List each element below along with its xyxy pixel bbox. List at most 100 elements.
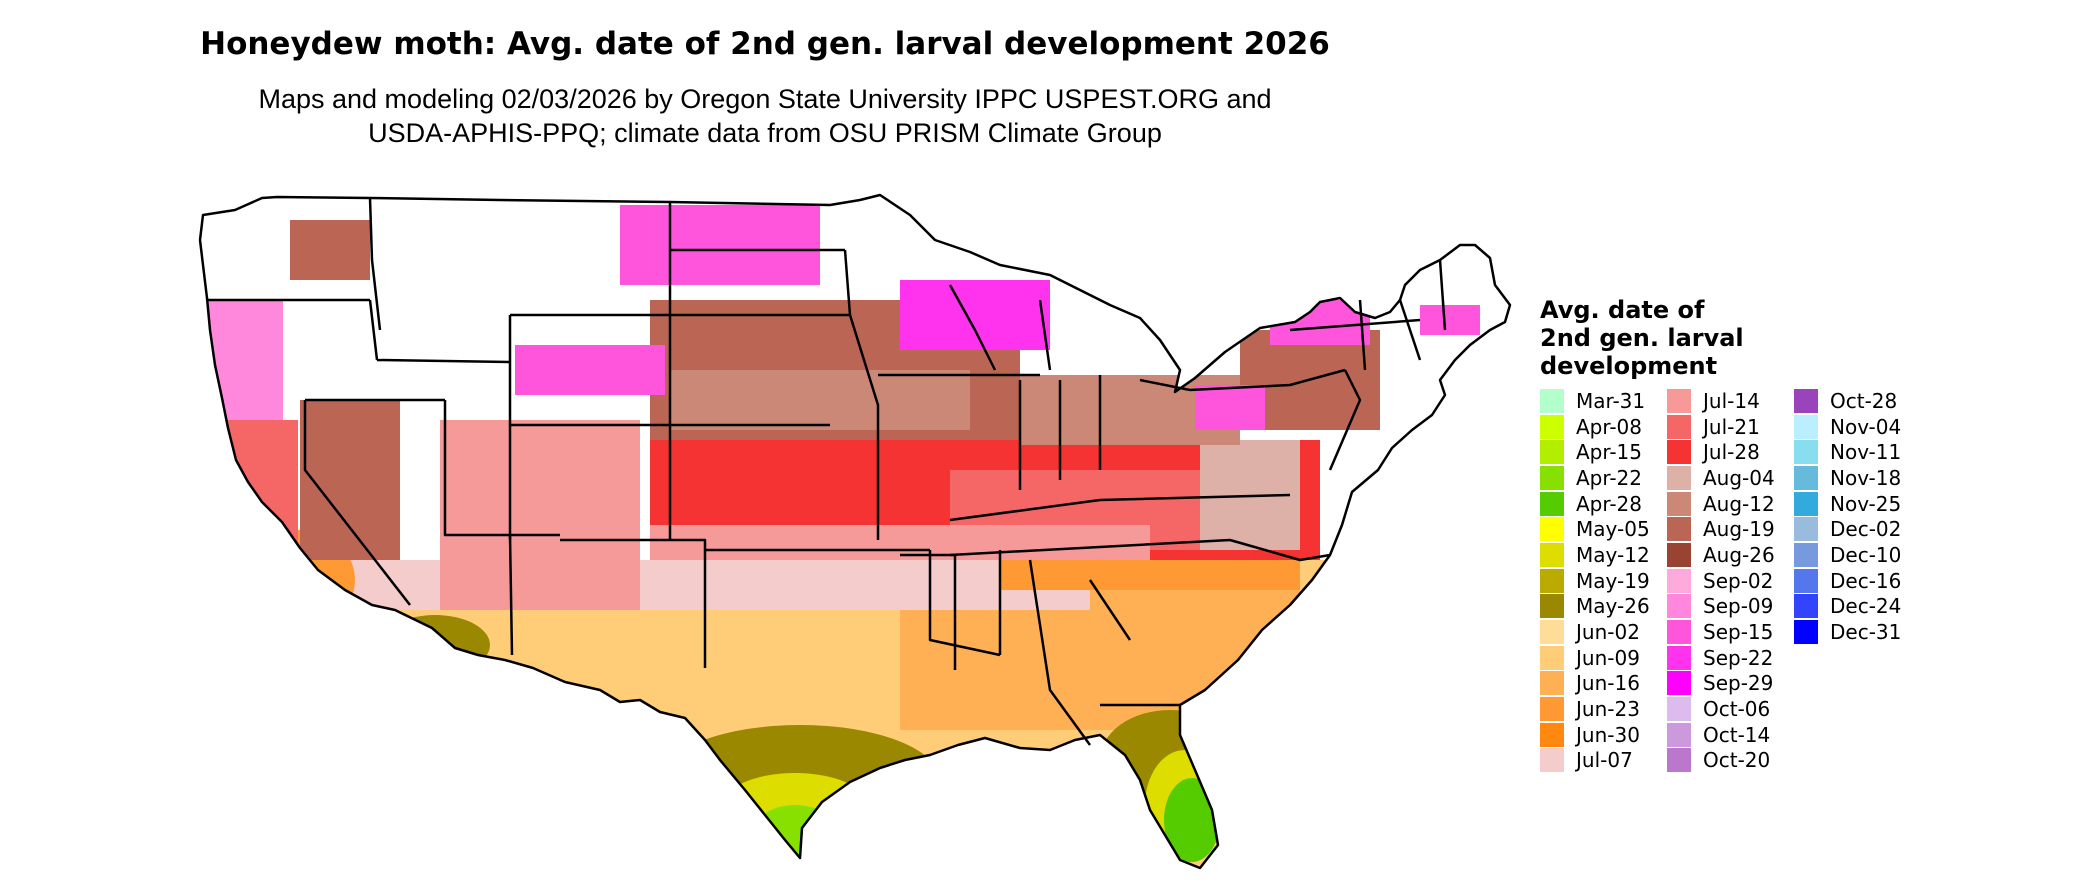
legend-swatch xyxy=(1794,620,1818,645)
legend-item: Oct-06 xyxy=(1667,696,1775,722)
legend-item: Sep-29 xyxy=(1667,671,1775,697)
legend-label: May-05 xyxy=(1576,517,1650,542)
legend-swatch xyxy=(1794,414,1818,439)
legend-column-3: Oct-28 Nov-04 Nov-11 Nov-18 Nov-25 Dec-02 Dec-… xyxy=(1794,388,1901,645)
legend-swatch xyxy=(1667,645,1691,670)
legend-item: Apr-15 xyxy=(1540,439,1650,465)
legend-swatch xyxy=(1794,568,1818,593)
legend-label: Aug-12 xyxy=(1703,491,1775,516)
legend-item: Dec-10 xyxy=(1794,542,1901,568)
legend-swatch xyxy=(1667,594,1691,619)
legend-swatch xyxy=(1540,645,1564,670)
legend-item: Oct-14 xyxy=(1667,722,1775,748)
legend-swatch xyxy=(1540,465,1564,490)
legend-swatch xyxy=(1667,440,1691,465)
legend-column-1: Mar-31 Apr-08 Apr-15 Apr-22 Apr-28 May-05 May-… xyxy=(1540,388,1650,773)
legend-label: Aug-04 xyxy=(1703,465,1775,490)
map-title: Honeydew moth: Avg. date of 2nd gen. lar… xyxy=(200,26,1330,62)
legend-item: Apr-08 xyxy=(1540,414,1650,440)
legend-title-line2: 2nd gen. larval xyxy=(1540,324,1744,352)
legend-swatch xyxy=(1540,414,1564,439)
legend-label: May-19 xyxy=(1576,568,1650,593)
legend-swatch xyxy=(1667,388,1691,413)
legend-swatch xyxy=(1667,542,1691,567)
legend-title-line1: Avg. date of xyxy=(1540,296,1705,324)
legend-swatch xyxy=(1540,671,1564,696)
legend-swatch xyxy=(1540,388,1564,413)
legend-swatch xyxy=(1794,542,1818,567)
map-subtitle-line1: Maps and modeling 02/03/2026 by Oregon S… xyxy=(258,84,1272,114)
map-subtitle-line2: USDA-APHIS-PPQ; climate data from OSU PR… xyxy=(368,118,1162,148)
legend-swatch xyxy=(1667,568,1691,593)
legend-label: Apr-28 xyxy=(1576,491,1642,516)
legend-label: Oct-28 xyxy=(1830,388,1898,413)
legend-item: Oct-20 xyxy=(1667,748,1775,774)
legend-swatch xyxy=(1794,440,1818,465)
legend-item: Apr-22 xyxy=(1540,465,1650,491)
legend-label: Jun-02 xyxy=(1576,620,1640,645)
legend-swatch xyxy=(1540,722,1564,747)
legend-item: Mar-31 xyxy=(1540,388,1650,414)
legend-label: Dec-10 xyxy=(1830,542,1902,567)
legend-swatch xyxy=(1540,491,1564,516)
legend-swatch xyxy=(1794,491,1818,516)
legend-label: Sep-09 xyxy=(1703,594,1774,619)
legend-label: Apr-22 xyxy=(1576,465,1642,490)
legend-label: Jul-07 xyxy=(1576,748,1633,773)
legend-label: May-12 xyxy=(1576,542,1650,567)
legend-item: Nov-04 xyxy=(1794,414,1901,440)
legend-item: Aug-26 xyxy=(1667,542,1775,568)
legend-label: Oct-14 xyxy=(1703,722,1771,747)
legend-label: Nov-11 xyxy=(1830,440,1902,465)
legend-item: Jun-16 xyxy=(1540,671,1650,697)
legend-column-2: Jul-14 Jul-21 Jul-28 Aug-04 Aug-12 Aug-19 Aug-… xyxy=(1667,388,1775,773)
legend-label: Aug-26 xyxy=(1703,542,1775,567)
legend-label: Sep-29 xyxy=(1703,671,1774,696)
legend-label: Mar-31 xyxy=(1576,388,1646,413)
legend-swatch xyxy=(1667,491,1691,516)
legend-swatch xyxy=(1540,542,1564,567)
legend-item: Jun-30 xyxy=(1540,722,1650,748)
legend-swatch xyxy=(1540,440,1564,465)
legend-swatch xyxy=(1667,748,1691,773)
legend-swatch xyxy=(1794,594,1818,619)
legend-swatch xyxy=(1794,388,1818,413)
legend-label: Apr-15 xyxy=(1576,440,1642,465)
legend-swatch xyxy=(1540,697,1564,722)
legend-label: Jul-14 xyxy=(1703,388,1760,413)
us-development-map xyxy=(198,193,1512,870)
legend-label: Dec-24 xyxy=(1830,594,1902,619)
legend-item: Dec-02 xyxy=(1794,516,1901,542)
legend-item: Aug-04 xyxy=(1667,465,1775,491)
legend-swatch xyxy=(1667,465,1691,490)
legend-label: Jun-09 xyxy=(1576,645,1640,670)
legend-swatch xyxy=(1540,748,1564,773)
legend-label: Dec-02 xyxy=(1830,517,1902,542)
legend-item: Jul-28 xyxy=(1667,439,1775,465)
legend-label: Jul-21 xyxy=(1703,414,1760,439)
legend-label: Apr-08 xyxy=(1576,414,1642,439)
legend-label: Jun-23 xyxy=(1576,697,1640,722)
legend-label: Jul-28 xyxy=(1703,440,1760,465)
legend-swatch xyxy=(1794,465,1818,490)
legend-swatch xyxy=(1667,671,1691,696)
legend-item: Sep-15 xyxy=(1667,619,1775,645)
legend-swatch xyxy=(1667,414,1691,439)
legend-label: Aug-19 xyxy=(1703,517,1775,542)
legend-item: May-19 xyxy=(1540,568,1650,594)
legend-item: Sep-02 xyxy=(1667,568,1775,594)
legend-label: Nov-04 xyxy=(1830,414,1902,439)
legend-label: Nov-25 xyxy=(1830,491,1902,516)
legend-item: Sep-09 xyxy=(1667,594,1775,620)
legend-item: May-05 xyxy=(1540,516,1650,542)
legend-label: May-26 xyxy=(1576,594,1650,619)
legend-item: Jul-14 xyxy=(1667,388,1775,414)
legend-label: Oct-20 xyxy=(1703,748,1771,773)
legend-item: Aug-19 xyxy=(1667,516,1775,542)
legend-item: May-12 xyxy=(1540,542,1650,568)
legend-item: Oct-28 xyxy=(1794,388,1901,414)
legend-label: Sep-22 xyxy=(1703,645,1774,670)
legend-item: Jun-09 xyxy=(1540,645,1650,671)
legend-item: May-26 xyxy=(1540,594,1650,620)
legend-swatch xyxy=(1794,517,1818,542)
